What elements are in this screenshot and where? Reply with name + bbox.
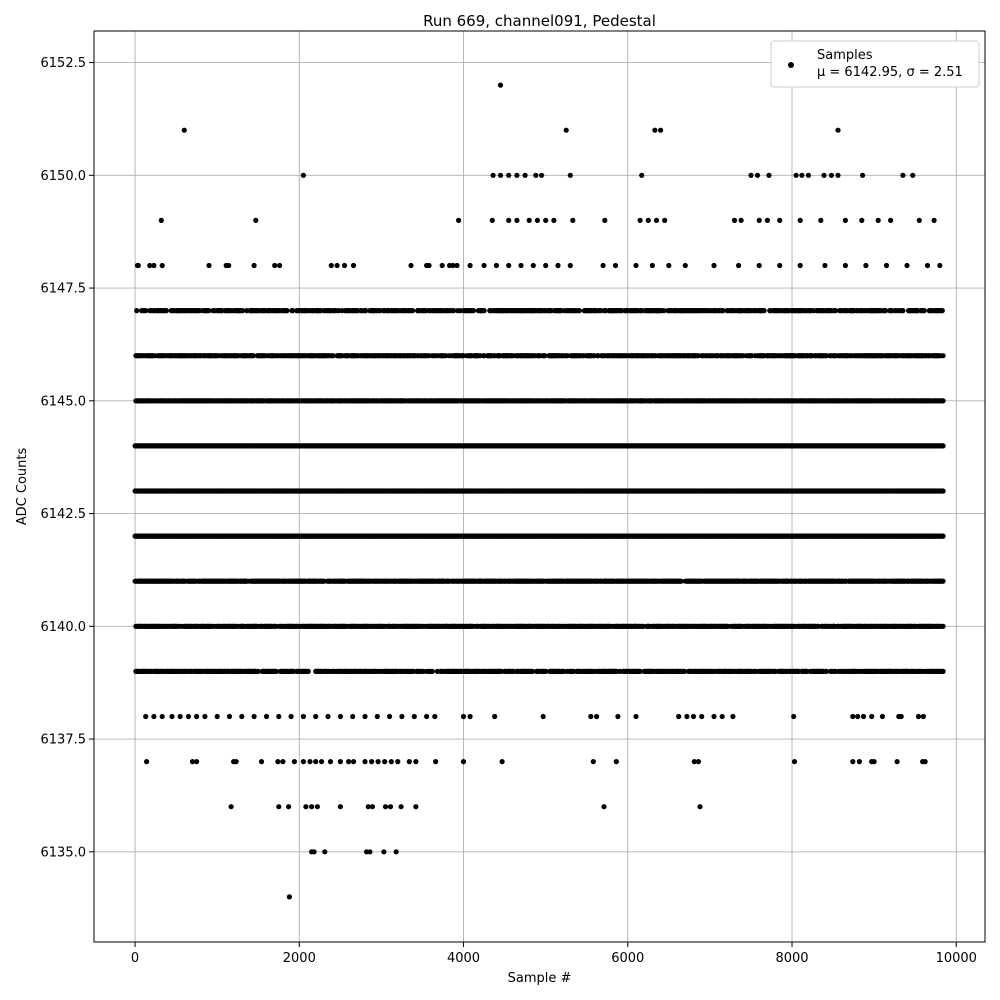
data-points [132,82,946,900]
data-point [273,668,279,675]
data-point [143,308,149,314]
data-point [163,308,169,314]
data-point [363,308,369,314]
data-point [470,308,476,314]
data-point [240,308,246,314]
data-point [305,668,311,675]
data-point [284,308,290,314]
chart-title: Run 669, channel091, Pedestal [423,12,656,30]
data-point [250,353,256,359]
data-point [255,668,261,675]
data-point [290,308,296,314]
grid-lines [94,31,985,942]
data-point [330,353,336,359]
data-point [576,308,582,314]
data-point [134,308,140,314]
data-point [206,308,212,314]
data-point [429,668,435,675]
data-point [410,308,416,314]
data-point [481,308,487,314]
